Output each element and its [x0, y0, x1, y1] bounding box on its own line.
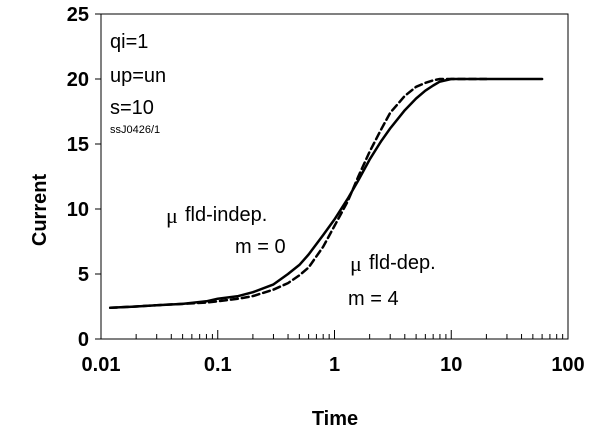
series-line-dashed [108, 77, 488, 310]
y-tick-label: 20 [67, 69, 89, 91]
annotation-param-s: s=10 [110, 97, 154, 119]
x-tick-label: 0.1 [204, 354, 232, 376]
tick-labels: 0.01 0.1 1 10 100 0 5 10 15 20 25 [67, 4, 585, 376]
y-tick-label: 10 [67, 199, 89, 221]
y-tick-label: 0 [78, 329, 89, 351]
annotation-run-id: ssJ0426/1 [110, 124, 160, 136]
series-layer [108, 77, 544, 310]
annotation-dep-m: m = 4 [348, 288, 399, 310]
y-tick-label: 5 [78, 264, 89, 286]
x-tick-label: 1 [329, 354, 340, 376]
annotation-dep-mu: μ [350, 251, 362, 276]
x-tick-label: 100 [551, 354, 584, 376]
plot-frame [100, 13, 569, 340]
y-tick-label: 25 [67, 4, 89, 26]
y-axis-title: Current [29, 174, 51, 247]
y-tick-label: 15 [67, 134, 89, 156]
axis-ticks [95, 13, 569, 340]
plot-border [100, 13, 569, 340]
annotation-dep-label: fld-dep. [369, 252, 436, 274]
x-tick-label: 10 [440, 354, 462, 376]
annotation-indep-m: m = 0 [235, 236, 286, 258]
annotation-indep-mu: μ [166, 203, 178, 228]
series-line-solid [108, 77, 544, 310]
annotations: qi=1 up=un s=10 ssJ0426/1 μ fld-indep. m… [110, 31, 436, 310]
x-axis-title: Time [312, 408, 358, 430]
annotation-param-up: up=un [110, 65, 166, 87]
annotation-indep-label: fld-indep. [185, 204, 267, 226]
annotation-param-qi: qi=1 [110, 31, 148, 53]
x-tick-label: 0.01 [82, 354, 121, 376]
